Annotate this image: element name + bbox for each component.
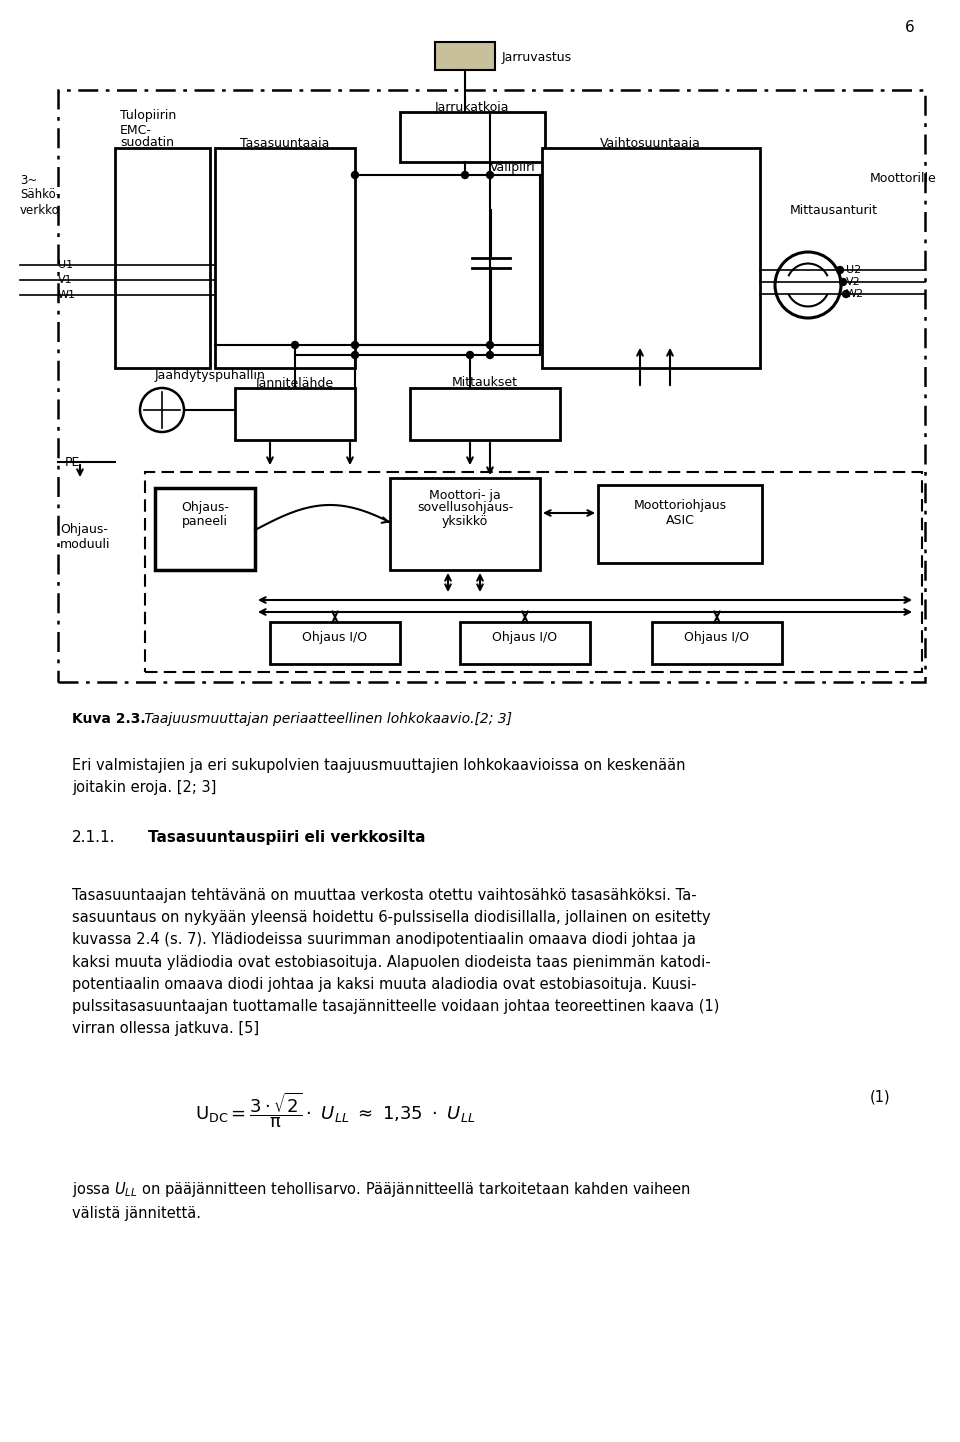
Text: Ohjaus I/O: Ohjaus I/O bbox=[302, 630, 368, 643]
Text: suodatin: suodatin bbox=[120, 137, 174, 150]
Text: Välipiiri: Välipiiri bbox=[490, 160, 536, 173]
Text: Jarruvastus: Jarruvastus bbox=[502, 50, 572, 63]
Text: Kuva 2.3.: Kuva 2.3. bbox=[72, 712, 146, 725]
Text: $\mathrm{U_{DC}=\dfrac{3\cdot\sqrt{2}}{\pi}\cdot}\ U_{LL}\ \approx\ 1{,}35\ \cdo: $\mathrm{U_{DC}=\dfrac{3\cdot\sqrt{2}}{\… bbox=[195, 1090, 475, 1129]
Text: Moottorille: Moottorille bbox=[870, 172, 937, 185]
Text: U1: U1 bbox=[58, 260, 73, 270]
Text: PE: PE bbox=[65, 456, 81, 469]
Bar bbox=[652, 622, 782, 663]
Text: Tulopiirin: Tulopiirin bbox=[120, 108, 177, 121]
Text: Ohjaus I/O: Ohjaus I/O bbox=[684, 630, 750, 643]
Text: yksikkö: yksikkö bbox=[442, 515, 488, 528]
Circle shape bbox=[467, 352, 473, 359]
Text: 2.1.1.: 2.1.1. bbox=[72, 831, 115, 845]
Circle shape bbox=[836, 267, 844, 274]
Text: Sähkö-: Sähkö- bbox=[20, 189, 60, 202]
Text: verkko: verkko bbox=[20, 203, 60, 216]
Text: jossa $U_{LL}$ on pääjännitteen tehollisarvo. Pääjännitteellä tarkoitetaan kahde: jossa $U_{LL}$ on pääjännitteen tehollis… bbox=[72, 1180, 691, 1221]
Text: Tasasuuntaajan tehtävänä on muuttaa verkosta otettu vaihtosähkö tasasähköksi. Ta: Tasasuuntaajan tehtävänä on muuttaa verk… bbox=[72, 888, 719, 1037]
Text: Jännitelähde: Jännitelähde bbox=[256, 376, 334, 389]
Bar bbox=[542, 149, 760, 368]
Text: Mittaukset: Mittaukset bbox=[452, 376, 518, 389]
Text: W1: W1 bbox=[58, 290, 76, 300]
Bar bbox=[235, 388, 355, 440]
Text: Taajuusmuuttajan periaatteellinen lohkokaavio.[2; 3]: Taajuusmuuttajan periaatteellinen lohkok… bbox=[140, 712, 512, 725]
Text: Ohjaus I/O: Ohjaus I/O bbox=[492, 630, 558, 643]
Text: Moottori- ja: Moottori- ja bbox=[429, 489, 501, 502]
Circle shape bbox=[462, 172, 468, 179]
Text: 6: 6 bbox=[905, 20, 915, 36]
Bar bbox=[270, 622, 400, 663]
Text: paneeli: paneeli bbox=[182, 515, 228, 529]
Text: U2: U2 bbox=[846, 265, 861, 275]
Bar bbox=[215, 149, 355, 368]
Bar bbox=[410, 388, 560, 440]
Circle shape bbox=[487, 342, 493, 349]
Circle shape bbox=[351, 352, 358, 359]
Bar bbox=[145, 472, 922, 672]
Bar bbox=[460, 622, 590, 663]
Text: EMC-: EMC- bbox=[120, 124, 152, 137]
Text: Vaihtosuuntaaja: Vaihtosuuntaaja bbox=[600, 137, 701, 150]
Bar bbox=[435, 42, 495, 71]
Bar bbox=[390, 477, 540, 570]
Bar bbox=[598, 485, 762, 562]
Text: Jäähdytyspuhallin: Jäähdytyspuhallin bbox=[155, 369, 266, 382]
Bar bbox=[400, 112, 545, 162]
Text: Ohjaus-: Ohjaus- bbox=[60, 523, 108, 536]
Text: (1): (1) bbox=[870, 1090, 891, 1105]
Text: V1: V1 bbox=[58, 275, 73, 286]
Circle shape bbox=[487, 352, 493, 359]
Circle shape bbox=[839, 278, 847, 286]
Text: V2: V2 bbox=[846, 277, 861, 287]
Text: Ohjaus-: Ohjaus- bbox=[181, 502, 228, 515]
Bar bbox=[58, 89, 925, 682]
Bar bbox=[155, 487, 255, 570]
Bar bbox=[115, 149, 210, 368]
Circle shape bbox=[843, 290, 850, 297]
Circle shape bbox=[292, 342, 299, 349]
Text: moduuli: moduuli bbox=[60, 538, 110, 551]
Text: W2: W2 bbox=[846, 288, 864, 298]
Circle shape bbox=[351, 172, 358, 179]
Text: Eri valmistajien ja eri sukupolvien taajuusmuuttajien lohkokaavioissa on keskenä: Eri valmistajien ja eri sukupolvien taaj… bbox=[72, 758, 685, 795]
Text: Moottoriohjaus: Moottoriohjaus bbox=[634, 499, 727, 512]
Text: Jarrukatkoja: Jarrukatkoja bbox=[435, 101, 509, 114]
Circle shape bbox=[487, 172, 493, 179]
Text: 3~: 3~ bbox=[20, 173, 37, 186]
Circle shape bbox=[351, 342, 358, 349]
Text: Mittausanturit: Mittausanturit bbox=[790, 203, 878, 216]
Text: ASIC: ASIC bbox=[665, 513, 694, 526]
Text: sovellusohjaus-: sovellusohjaus- bbox=[417, 502, 514, 515]
Text: Tasasuuntaaja: Tasasuuntaaja bbox=[240, 137, 329, 150]
Text: Tasasuuntauspiiri eli verkkosilta: Tasasuuntauspiiri eli verkkosilta bbox=[148, 831, 425, 845]
